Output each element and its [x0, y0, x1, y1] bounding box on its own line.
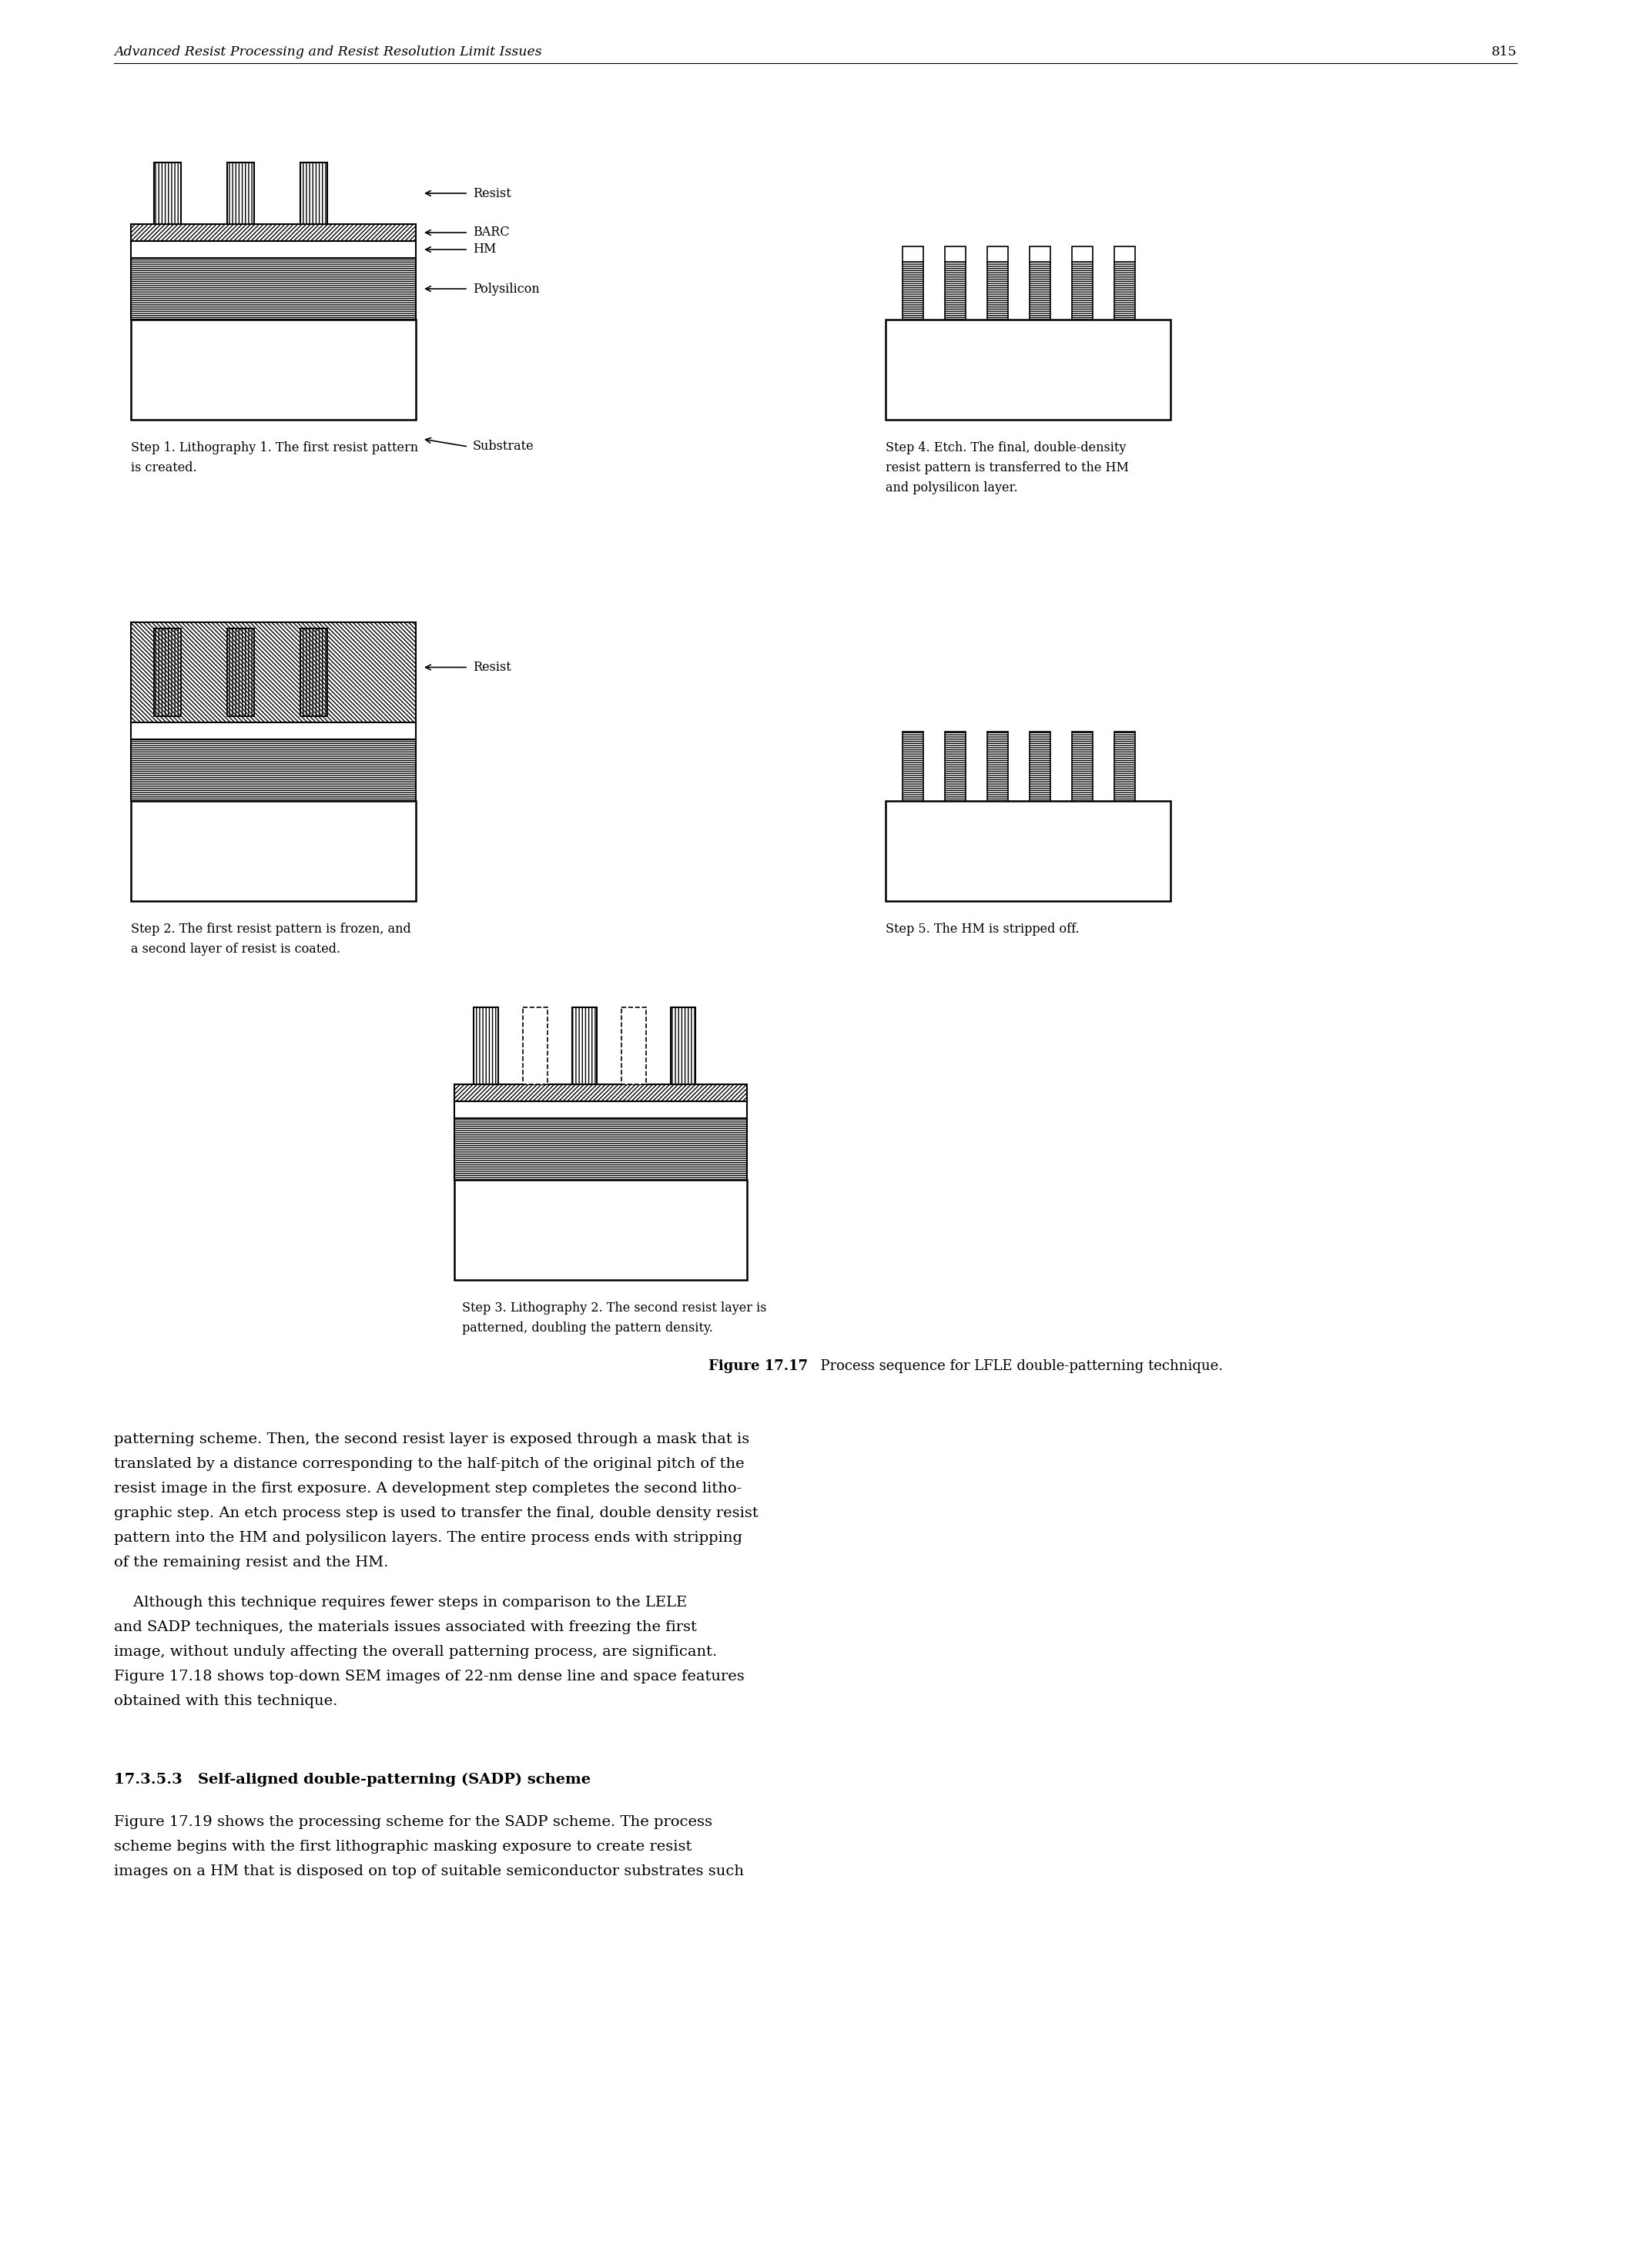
Text: is created.: is created. — [130, 460, 197, 474]
Bar — [455, 1118, 747, 1179]
Bar — [1072, 247, 1093, 261]
Bar — [944, 247, 966, 261]
Bar — [670, 1007, 695, 1084]
Text: Advanced Resist Processing and Resist Resolution Limit Issues: Advanced Resist Processing and Resist Re… — [114, 45, 541, 59]
Bar — [130, 801, 416, 900]
Text: obtained with this technique.: obtained with this technique. — [114, 1694, 338, 1708]
Bar — [902, 261, 923, 320]
Text: Resist: Resist — [473, 186, 511, 200]
Text: Although this technique requires fewer steps in comparison to the LELE: Although this technique requires fewer s… — [114, 1597, 687, 1610]
Bar — [300, 628, 328, 717]
Text: resist image in the first exposure. A development step completes the second lith: resist image in the first exposure. A de… — [114, 1481, 742, 1495]
Bar — [886, 801, 1171, 900]
Bar — [473, 1007, 497, 1084]
Bar — [130, 723, 416, 739]
Text: HM: HM — [473, 243, 496, 256]
Bar — [987, 261, 1008, 320]
Text: images on a HM that is disposed on top of suitable semiconductor substrates such: images on a HM that is disposed on top o… — [114, 1864, 744, 1878]
Bar — [1029, 247, 1050, 261]
Bar — [524, 1007, 548, 1084]
Text: Process sequence for LFLE double-patterning technique.: Process sequence for LFLE double-pattern… — [812, 1359, 1223, 1372]
Text: and polysilicon layer.: and polysilicon layer. — [886, 481, 1018, 494]
Text: Polysilicon: Polysilicon — [473, 281, 540, 295]
Bar — [1072, 261, 1093, 320]
Text: patterned, doubling the pattern density.: patterned, doubling the pattern density. — [462, 1322, 713, 1334]
Text: a second layer of resist is coated.: a second layer of resist is coated. — [130, 943, 341, 955]
Text: image, without unduly affecting the overall patterning process, are significant.: image, without unduly affecting the over… — [114, 1644, 718, 1658]
Bar — [1029, 733, 1050, 801]
Text: patterning scheme. Then, the second resist layer is exposed through a mask that : patterning scheme. Then, the second resi… — [114, 1433, 750, 1447]
Text: BARC: BARC — [473, 227, 509, 238]
Text: of the remaining resist and the HM.: of the remaining resist and the HM. — [114, 1556, 388, 1569]
Text: Resist: Resist — [473, 660, 511, 674]
Text: Figure 17.19 shows the processing scheme for the SADP scheme. The process: Figure 17.19 shows the processing scheme… — [114, 1814, 713, 1828]
Bar — [455, 1102, 747, 1118]
Bar — [130, 240, 416, 259]
Bar — [1114, 261, 1135, 320]
Text: translated by a distance corresponding to the half-pitch of the original pitch o: translated by a distance corresponding t… — [114, 1456, 744, 1472]
Bar — [227, 163, 254, 225]
Bar — [227, 628, 254, 717]
Bar — [944, 733, 966, 801]
Bar — [1114, 247, 1135, 261]
Bar — [886, 320, 1171, 420]
Bar — [153, 628, 181, 717]
Bar — [300, 163, 328, 225]
Bar — [987, 733, 1008, 801]
Text: pattern into the HM and polysilicon layers. The entire process ends with strippi: pattern into the HM and polysilicon laye… — [114, 1531, 742, 1545]
Bar — [572, 1007, 597, 1084]
Bar — [621, 1007, 646, 1084]
Bar — [153, 163, 181, 225]
Text: Figure 17.17: Figure 17.17 — [708, 1359, 807, 1372]
Text: scheme begins with the first lithographic masking exposure to create resist: scheme begins with the first lithographi… — [114, 1839, 692, 1853]
Text: Step 3. Lithography 2. The second resist layer is: Step 3. Lithography 2. The second resist… — [462, 1302, 767, 1315]
Text: Step 2. The first resist pattern is frozen, and: Step 2. The first resist pattern is froz… — [130, 923, 411, 937]
Text: resist pattern is transferred to the HM: resist pattern is transferred to the HM — [886, 460, 1129, 474]
Text: 815: 815 — [1491, 45, 1517, 59]
Text: Step 5. The HM is stripped off.: Step 5. The HM is stripped off. — [886, 923, 1080, 937]
Text: and SADP techniques, the materials issues associated with freezing the first: and SADP techniques, the materials issue… — [114, 1619, 696, 1635]
Bar — [1072, 733, 1093, 801]
Text: graphic step. An etch process step is used to transfer the final, double density: graphic step. An etch process step is us… — [114, 1506, 758, 1520]
Text: Step 4. Etch. The final, double-density: Step 4. Etch. The final, double-density — [886, 442, 1125, 454]
Bar — [1029, 261, 1050, 320]
Bar — [130, 621, 416, 723]
Text: Step 1. Lithography 1. The first resist pattern: Step 1. Lithography 1. The first resist … — [130, 442, 418, 454]
Text: 17.3.5.3   Self-aligned double-patterning (SADP) scheme: 17.3.5.3 Self-aligned double-patterning … — [114, 1774, 590, 1787]
Text: Substrate: Substrate — [473, 440, 533, 454]
Text: Figure 17.18 shows top-down SEM images of 22-nm dense line and space features: Figure 17.18 shows top-down SEM images o… — [114, 1669, 744, 1683]
Bar — [902, 733, 923, 801]
Bar — [455, 1084, 747, 1102]
Bar — [130, 225, 416, 240]
Bar — [987, 247, 1008, 261]
Bar — [130, 259, 416, 320]
Bar — [1114, 733, 1135, 801]
Bar — [130, 739, 416, 801]
Bar — [455, 1179, 747, 1279]
Bar — [902, 247, 923, 261]
Bar — [130, 320, 416, 420]
Bar — [944, 261, 966, 320]
